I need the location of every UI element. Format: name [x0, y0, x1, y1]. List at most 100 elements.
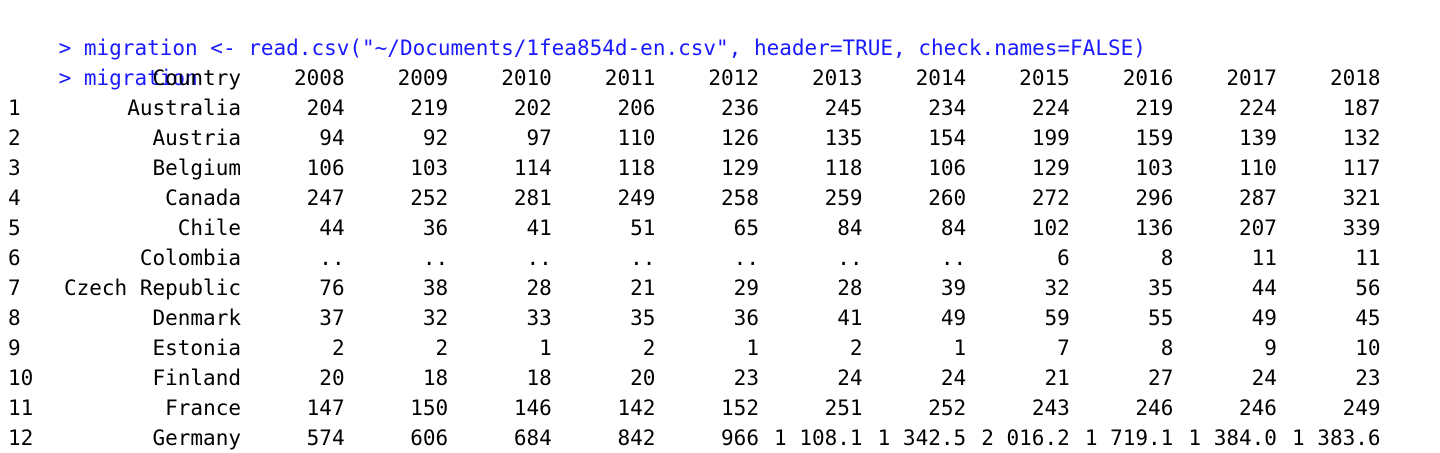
table-row: 6 Colombia.............. 6 8 11 11	[8, 243, 1381, 273]
value-cell: 44	[319, 216, 345, 240]
table-row: 12 Germany 574 606 684 842 966 1 108.1 1 342.5 2 …	[8, 423, 1381, 453]
value-cell: 24	[837, 366, 863, 390]
value-cell: 8	[1160, 246, 1174, 270]
value-cell: 7	[1057, 336, 1070, 360]
command-text: migration	[83, 66, 198, 90]
value-cell: 247	[306, 186, 345, 210]
value-cell: 28	[837, 276, 863, 300]
value-cell: 118	[617, 156, 656, 180]
value-cell: 41	[837, 306, 863, 330]
country-cell: Finland	[152, 366, 241, 390]
value-cell: 245	[824, 96, 863, 120]
value-cell: 2 016.2	[981, 426, 1070, 450]
value-cell: 321	[1342, 186, 1381, 210]
table-row: 9 Estonia 2 2 1 2 1 2 1 7 8 9 10	[8, 333, 1381, 363]
value-cell: 199	[1031, 126, 1070, 150]
value-cell: 150	[410, 396, 449, 420]
data-frame-output: Country 2008 2009 2010 2011 2012 2013 2014 2015 2…	[8, 63, 1381, 453]
value-cell: 110	[617, 126, 656, 150]
value-cell: 36	[733, 306, 759, 330]
value-cell: 18	[526, 366, 552, 390]
value-cell: 251	[824, 396, 863, 420]
value-cell: 258	[721, 186, 759, 210]
value-cell: 224	[1031, 96, 1070, 120]
column-header-year: 2015	[1019, 66, 1070, 90]
command-line-print: > migration	[8, 33, 198, 90]
row-index: 3	[8, 156, 21, 180]
value-cell: 84	[940, 216, 967, 240]
value-cell: 219	[410, 96, 449, 120]
value-cell: 24	[940, 366, 967, 390]
country-cell: Estonia	[152, 336, 241, 360]
value-cell: 35	[630, 306, 656, 330]
value-cell: 32	[422, 306, 449, 330]
table-header-row: Country 2008 2009 2010 2011 2012 2013 2014 2015 2…	[8, 63, 1380, 93]
value-cell: 135	[824, 126, 863, 150]
value-cell: 129	[721, 156, 759, 180]
value-cell: 136	[1135, 216, 1174, 240]
row-index: 12	[8, 426, 34, 450]
value-cell: 234	[928, 96, 967, 120]
value-cell: 204	[306, 96, 345, 120]
row-index: 10	[8, 366, 34, 390]
column-header-year: 2014	[915, 66, 967, 90]
value-cell: 92	[422, 126, 449, 150]
value-cell: 236	[721, 96, 759, 120]
country-cell: Australia	[127, 96, 241, 120]
value-cell: 32	[1044, 276, 1070, 300]
value-cell: ..	[319, 246, 345, 270]
row-index: 4	[8, 186, 21, 210]
value-cell: ..	[733, 246, 759, 270]
value-cell: 1	[953, 336, 967, 360]
value-cell: 142	[617, 396, 656, 420]
column-header-year: 2017	[1226, 66, 1277, 90]
row-index: 2	[8, 126, 21, 150]
value-cell: 126	[721, 126, 759, 150]
value-cell: 1 342.5	[877, 426, 967, 450]
value-cell: 20	[630, 366, 656, 390]
row-index: 11	[8, 396, 34, 420]
value-cell: ..	[837, 246, 863, 270]
value-cell: 202	[513, 96, 552, 120]
value-cell: 27	[1148, 366, 1174, 390]
value-cell: 21	[1044, 366, 1070, 390]
value-cell: 249	[617, 186, 656, 210]
value-cell: 1	[539, 336, 552, 360]
table-row: 11 France 147 150 146 142 152 251 252 243 246 246 24…	[8, 393, 1381, 423]
value-cell: 147	[306, 396, 345, 420]
value-cell: 146	[513, 396, 552, 420]
value-cell: 152	[721, 396, 759, 420]
value-cell: 117	[1342, 156, 1381, 180]
table-row: 5 Chile 44 36 41 51 65 84 84 102 136 207 339	[8, 213, 1381, 243]
value-cell: 65	[733, 216, 759, 240]
row-index: 8	[8, 306, 21, 330]
console-prompt: >	[58, 36, 84, 60]
value-cell: 56	[1355, 276, 1381, 300]
column-header-year: 2009	[397, 66, 449, 90]
value-cell: 24	[1251, 366, 1277, 390]
value-cell: 110	[1239, 156, 1277, 180]
value-cell: 114	[513, 156, 552, 180]
value-cell: 154	[928, 126, 967, 150]
value-cell: 10	[1355, 336, 1381, 360]
row-index: 9	[8, 336, 21, 360]
value-cell: 207	[1239, 216, 1277, 240]
value-cell: ..	[526, 246, 552, 270]
table-row: 8 Denmark 37 32 33 35 36 41 49 59 55 49 45	[8, 303, 1381, 333]
value-cell: 20	[319, 366, 345, 390]
value-cell: 606	[410, 426, 449, 450]
value-cell: 206	[617, 96, 656, 120]
column-header-country: Country	[152, 66, 241, 90]
column-header-year: 2012	[708, 66, 759, 90]
value-cell: 339	[1342, 216, 1381, 240]
value-cell: 2	[435, 336, 449, 360]
value-cell: 11	[1355, 246, 1381, 270]
value-cell: 97	[526, 126, 552, 150]
column-header-year: 2008	[294, 66, 345, 90]
column-header-year: 2010	[501, 66, 552, 90]
value-cell: 259	[824, 186, 863, 210]
value-cell: 23	[1355, 366, 1381, 390]
value-cell: 246	[1239, 396, 1277, 420]
value-cell: 219	[1135, 96, 1174, 120]
